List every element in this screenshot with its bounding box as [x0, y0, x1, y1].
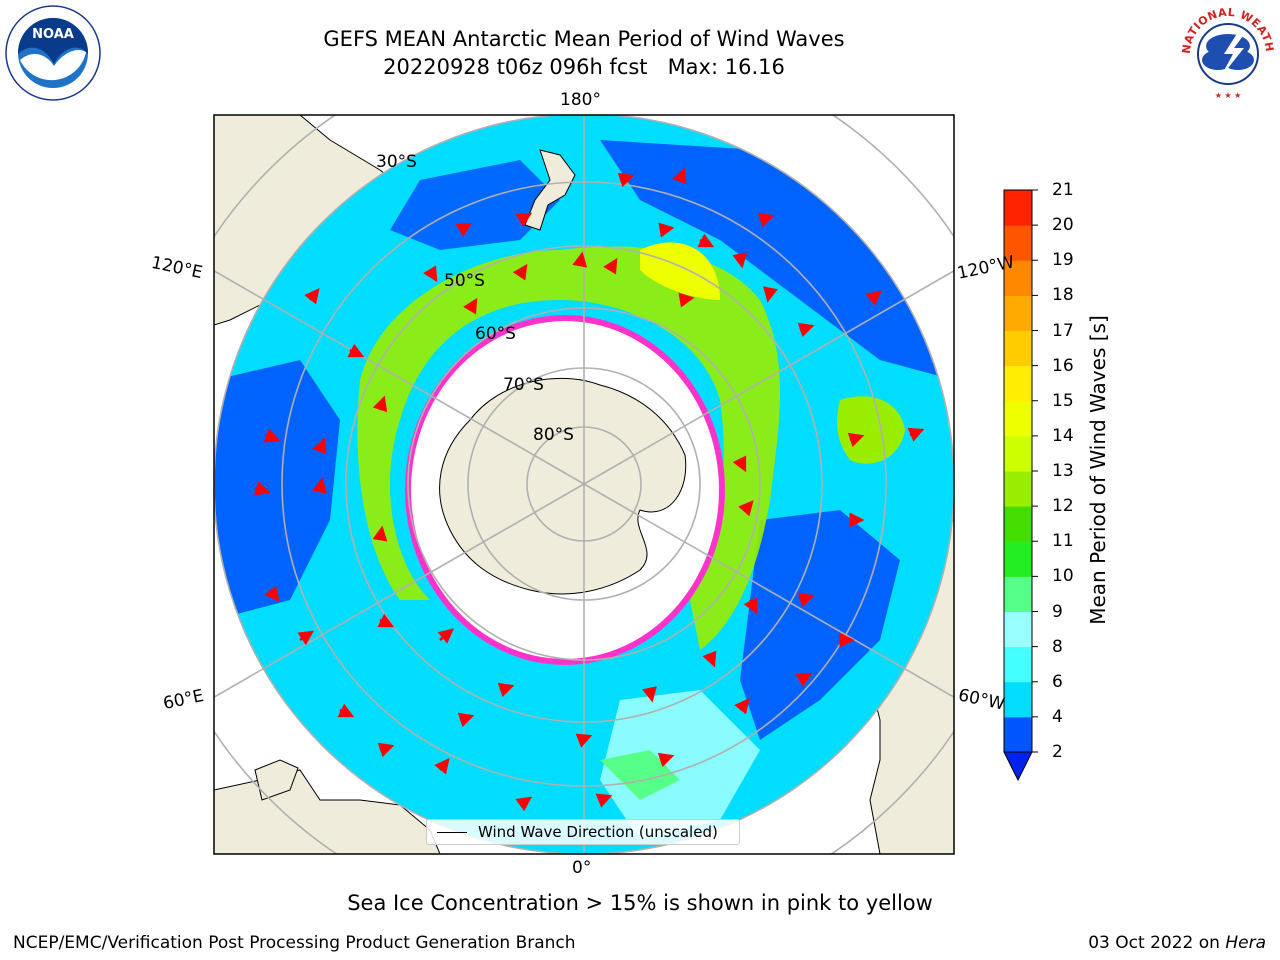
nws-logo: NATIONAL WEATHER SERVICE ★ ★ ★ [1178, 2, 1276, 100]
colorbar-tick-label: 17 [1052, 320, 1074, 341]
run-date-value: 03 Oct 2022 [1088, 933, 1194, 953]
colorbar-tick-label: 20 [1052, 215, 1074, 236]
lat-label-80s: 80°S [533, 425, 574, 445]
run-date: 03 Oct 2022 on Hera [1088, 933, 1266, 953]
colorbar-segment [1004, 435, 1032, 472]
colorbar-segment [1004, 541, 1032, 577]
chart-subtitle: 20220928 t06z 096h fcst Max: 16.16 [383, 55, 785, 79]
colorbar-segment [1004, 611, 1032, 648]
colorbar-tick-label: 9 [1052, 601, 1063, 622]
lat-label-50s: 50°S [444, 271, 485, 291]
run-on-word: on [1198, 933, 1220, 953]
wind-wave-arrows [253, 167, 925, 812]
colorbar-segment [1004, 716, 1032, 753]
colorbar-segment [1004, 190, 1032, 226]
colorbar-segment [1004, 260, 1032, 296]
antarctica-land [439, 377, 687, 595]
noaa-logo-text: NOAA [32, 27, 74, 42]
lon-label-180: 180° [560, 90, 601, 110]
colorbar-tick-label: 6 [1052, 671, 1063, 692]
colorbar-tick-label: 18 [1052, 285, 1074, 306]
colorbar-tick-label: 2 [1052, 742, 1063, 762]
upper-right-land [840, 115, 954, 170]
run-machine: Hera [1225, 933, 1266, 953]
colorbar-tick-label: 10 [1052, 566, 1074, 587]
colorbar-segment [1004, 330, 1032, 367]
colorbar-label: Mean Period of Wind Waves [s] [1086, 315, 1110, 625]
colorbar-extend-min [1003, 751, 1033, 782]
credit-text: NCEP/EMC/Verification Post Processing Pr… [13, 933, 576, 953]
madagascar-land [254, 759, 299, 801]
new-zealand-land [524, 149, 576, 231]
colorbar-segment [1004, 365, 1032, 402]
colorbar-tick-label: 13 [1052, 461, 1074, 481]
map-frame [213, 114, 955, 855]
colorbar-segment [1004, 225, 1032, 261]
svg-text:★ ★ ★: ★ ★ ★ [1215, 91, 1242, 100]
colorbar-tick-label: 11 [1052, 531, 1074, 552]
colorbar-segment [1004, 400, 1032, 437]
chart-title: GEFS MEAN Antarctic Mean Period of Wind … [323, 27, 845, 51]
colorbar [1003, 189, 1038, 782]
noaa-logo: NOAA [5, 5, 101, 101]
colorbar-segment [1004, 506, 1032, 542]
colorbar-segment [1004, 681, 1032, 718]
colorbar-tick-label: 14 [1052, 425, 1074, 446]
legend-line-sample [437, 832, 467, 833]
lon-label-0: 0° [572, 858, 592, 878]
colorbar-segment [1004, 576, 1032, 612]
legend-label: Wind Wave Direction (unscaled) [478, 823, 718, 841]
colorbar-segment [1004, 295, 1032, 331]
lat-label-70s: 70°S [503, 375, 544, 395]
colorbar-tick-label: 4 [1052, 706, 1063, 727]
colorbar-segment [1004, 646, 1032, 683]
map-legend: Wind Wave Direction (unscaled) [426, 819, 740, 845]
sea-ice-note: Sea Ice Concentration > 15% is shown in … [347, 891, 933, 915]
graticule [214, 115, 954, 854]
colorbar-tick-label: 16 [1052, 355, 1074, 376]
lat-label-30s: 30°S [376, 152, 417, 172]
colorbar-tick-label: 8 [1052, 636, 1063, 657]
colorbar-tick-label: 19 [1052, 250, 1074, 271]
lat-label-60s: 60°S [475, 324, 516, 344]
colorbar-segment [1004, 471, 1032, 507]
colorbar-tick-label: 12 [1052, 496, 1074, 517]
colorbar-tick-label: 21 [1052, 180, 1074, 200]
colorbar-tick-label: 15 [1052, 390, 1074, 411]
